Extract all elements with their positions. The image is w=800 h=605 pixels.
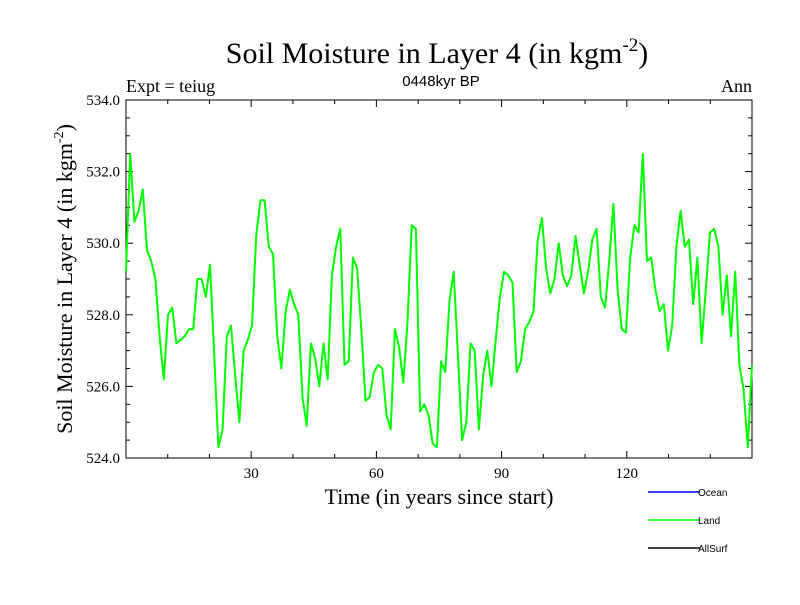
series-line-land [125,152,753,449]
y-tick-label: 524.0 [86,451,120,467]
x-axis-ticks: 30 60 90 120 [167,100,711,482]
y-tick-label: 532.0 [86,165,120,181]
x-axis-label: Time (in years since start) [325,484,554,509]
legend-label-ocean: Ocean [698,488,727,499]
legend-label-land: Land [698,516,720,527]
y-tick-label: 528.0 [86,308,120,324]
legend-label-allsurf: AllSurf [698,544,728,555]
x-tick-label: 120 [616,466,639,482]
x-tick-label: 90 [494,466,509,482]
x-tick-label: 30 [244,466,259,482]
chart-title: Soil Moisture in Layer 4 (in kgm-2) [226,35,648,70]
chart-legend: Ocean Land AllSurf [648,488,728,555]
y-tick-label: 530.0 [86,236,120,252]
x-tick-label: 60 [369,466,384,482]
expt-label: Expt = teiug [126,76,215,96]
y-axis-label: Soil Moisture in Layer 4 (in kgm-2) [52,124,77,434]
y-tick-label: 534.0 [86,93,120,109]
period-label: 0448kyr BP [402,73,480,90]
season-label: Ann [721,76,752,96]
y-tick-label: 526.0 [86,379,120,395]
